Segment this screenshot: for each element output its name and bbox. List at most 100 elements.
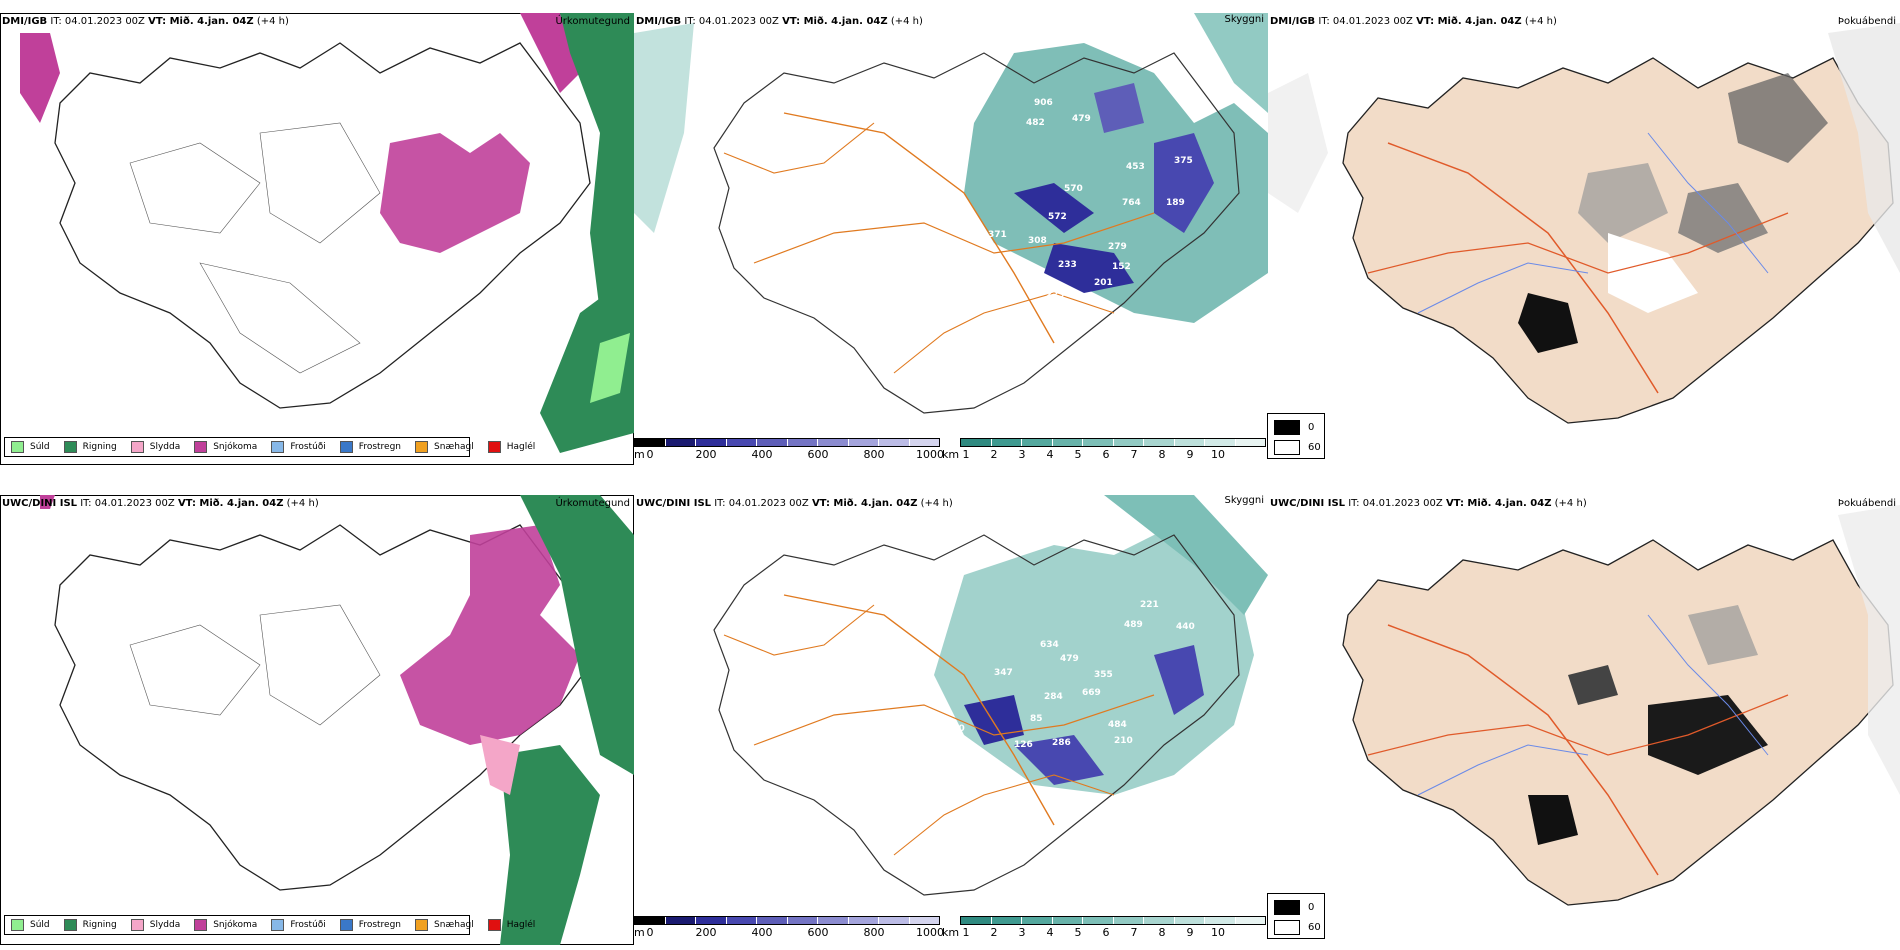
colorbar-segment [818,439,849,446]
tick-label: 5 [1074,926,1082,939]
precip-legend-top: Súld Rigning Slydda Snjókoma Frostúði Fr… [4,437,535,457]
tick-label: 1000 [916,448,944,461]
ceiling-ticks-top: 0 200 400 600 800 1000 [646,448,945,462]
colorbar-segment [879,439,910,446]
legend-swatch [130,441,144,453]
legend-swatch [271,919,285,931]
colorbar-segment [1174,439,1205,446]
precip-type-map-top [20,13,634,453]
colorbar-segment [1083,917,1114,924]
cloud-panel-top: 552 906 482 479 453 570 764 572 189 371 … [634,13,1268,465]
station-label: 221 [1140,600,1159,610]
station-label: 440 [1176,622,1195,632]
legend-label: Haglél [506,442,536,452]
tick-label: 8 [1158,926,1166,939]
ceiling-ticks-bottom: 0 200 400 600 800 1000 [646,926,945,940]
tick-label: 1 [962,448,970,461]
station-label: 484 [1108,720,1127,730]
colorbar-segment [879,917,910,924]
tick-label: 4 [1046,926,1054,939]
station-label: 284 [1044,692,1063,702]
colorbar-segment [787,439,818,446]
station-label: 85 [1030,714,1043,724]
station-labels-bottom: 221 489 440 634 479 355 347 669 284 85 4… [946,600,1195,750]
panel-label-fog-bottom: Þokuábendi [1837,498,1896,509]
station-label: 210 [1114,736,1133,746]
station-label: 479 [1060,654,1079,664]
legend-label: Rigning [82,920,117,930]
legend-label: Slydda [149,920,181,930]
visibility-colorbar-top [960,438,1266,447]
colorbar-segment [1144,917,1175,924]
tick-label: 0 [646,926,654,939]
legend-label: Frostregn [358,920,402,930]
tick-label: 0 [646,448,654,461]
colorbar-segment [665,439,696,446]
colorbar-segment [961,439,992,446]
tick-label: 200 [695,448,717,461]
station-label: 552 [688,152,707,162]
colorbar-segment [1022,439,1053,446]
tick-label: 400 [751,926,773,939]
tick-label: 1 [962,926,970,939]
station-label: 397 [1028,276,1047,286]
colorbar-segment [726,917,757,924]
colorbar-segment [818,917,849,924]
colorbar-segment [726,439,757,446]
legend-label: Snjókoma [213,920,258,930]
tick-label: 9 [1186,926,1194,939]
panel-title-bottom-3: UWC/DINI ISL IT: 04.01.2023 00Z VT: Mið.… [1270,498,1587,509]
precip-type-panel-top: DMI/IGB IT: 04.01.2023 00Z VT: Mið. 4.ja… [0,13,634,465]
panel-label-precip-bottom: Úrkomutegund [555,498,630,509]
fog-panel-top: DMI/IGB IT: 04.01.2023 00Z VT: Mið. 4.ja… [1268,13,1900,465]
legend-label: Frostregn [358,442,402,452]
ceiling-unit-bottom: m [634,926,645,939]
station-label: 489 [1124,620,1143,630]
tick-label: 7 [1130,926,1138,939]
ceiling-unit-top: m [634,448,645,461]
fog-map-top [1268,23,1900,424]
legend-label: Rigning [82,442,117,452]
legend-label: Snæhagl [434,442,474,452]
fog-swatch [1274,920,1300,935]
panel-label-precip-top: Úrkomutegund [555,16,630,27]
panel-title-bottom-2: UWC/DINI ISL IT: 04.01.2023 00Z VT: Mið.… [636,498,953,509]
visibility-ticks-top: 1 2 3 4 5 6 7 8 9 10 [962,448,1246,462]
colorbar-segment [1083,439,1114,446]
legend-swatch [487,919,501,931]
colorbar-segment [757,917,788,924]
colorbar-segment [991,439,1022,446]
legend-swatch [415,441,429,453]
colorbar-segment [1205,917,1236,924]
legend-label: Snæhagl [434,920,474,930]
legend-swatch [194,919,208,931]
legend-label: Frostúði [290,442,326,452]
station-label: 764 [1122,198,1141,208]
fog-legend-label: 0 [1308,422,1315,433]
fog-legend-bottom: 0 60 [1267,893,1325,939]
station-label: 906 [1034,98,1053,108]
station-label: 15 [926,240,939,250]
colorbar-segment [1205,439,1236,446]
station-label: 347 [994,668,1013,678]
station-label: 375 [1174,156,1193,166]
legend-label: Frostúði [290,920,326,930]
tick-label: 4 [1046,448,1054,461]
tick-label: 9 [1186,448,1194,461]
station-label: 453 [1126,162,1145,172]
tick-label: 6 [1102,448,1110,461]
cloud-map-top: 552 906 482 479 453 570 764 572 189 371 … [634,13,1268,414]
station-label: 308 [1028,236,1047,246]
station-label: 482 [1026,118,1045,128]
legend-label: Súld [30,920,50,930]
tick-label: 600 [807,926,829,939]
tick-label: 10 [1211,926,1225,939]
tick-label: 3 [1018,448,1026,461]
colorbar-segment [1144,439,1175,446]
station-label: 189 [1166,198,1185,208]
fog-legend-top: 0 60 [1267,413,1325,459]
legend-label: Snjókoma [213,442,258,452]
colorbar-segment [991,917,1022,924]
cloud-panel-bottom: 221 489 440 634 479 355 347 669 284 85 4… [634,495,1268,945]
legend-swatch [271,441,285,453]
